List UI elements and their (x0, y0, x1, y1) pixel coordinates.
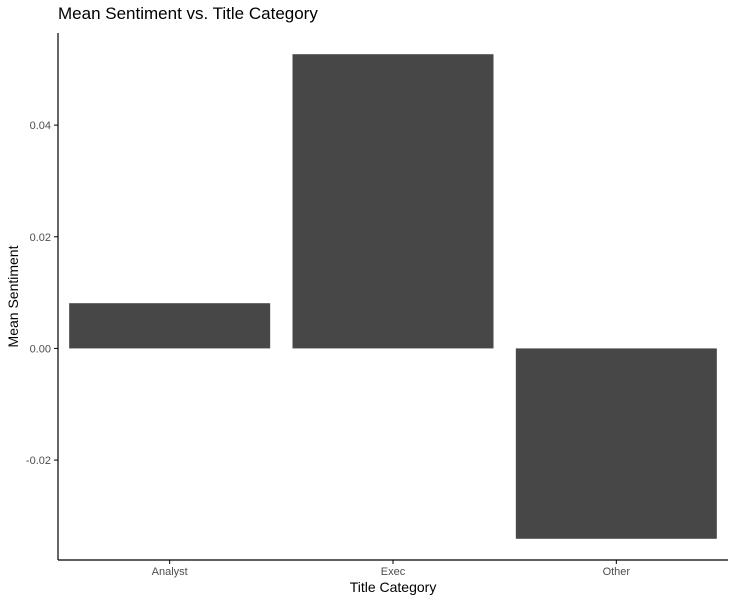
bar-group (69, 54, 717, 539)
bar-other (515, 348, 717, 539)
y-tick-label: -0.02 (26, 455, 51, 467)
y-tick-label: 0.02 (30, 232, 51, 244)
y-axis-ticks: -0.02 0.00 0.02 0.04 (26, 120, 58, 467)
x-tick-label: Exec (381, 566, 406, 578)
bar-exec (292, 54, 494, 349)
y-axis-title: Mean Sentiment (5, 245, 21, 347)
x-axis-ticks: Analyst Exec Other (152, 560, 631, 578)
x-tick-label: Other (603, 566, 631, 578)
x-tick-label: Analyst (152, 566, 188, 578)
y-tick-label: 0.00 (30, 343, 51, 355)
x-axis-title: Title Category (350, 579, 437, 595)
y-tick-label: 0.04 (30, 120, 51, 132)
bar-analyst (69, 303, 271, 349)
chart-title: Mean Sentiment vs. Title Category (58, 4, 318, 23)
